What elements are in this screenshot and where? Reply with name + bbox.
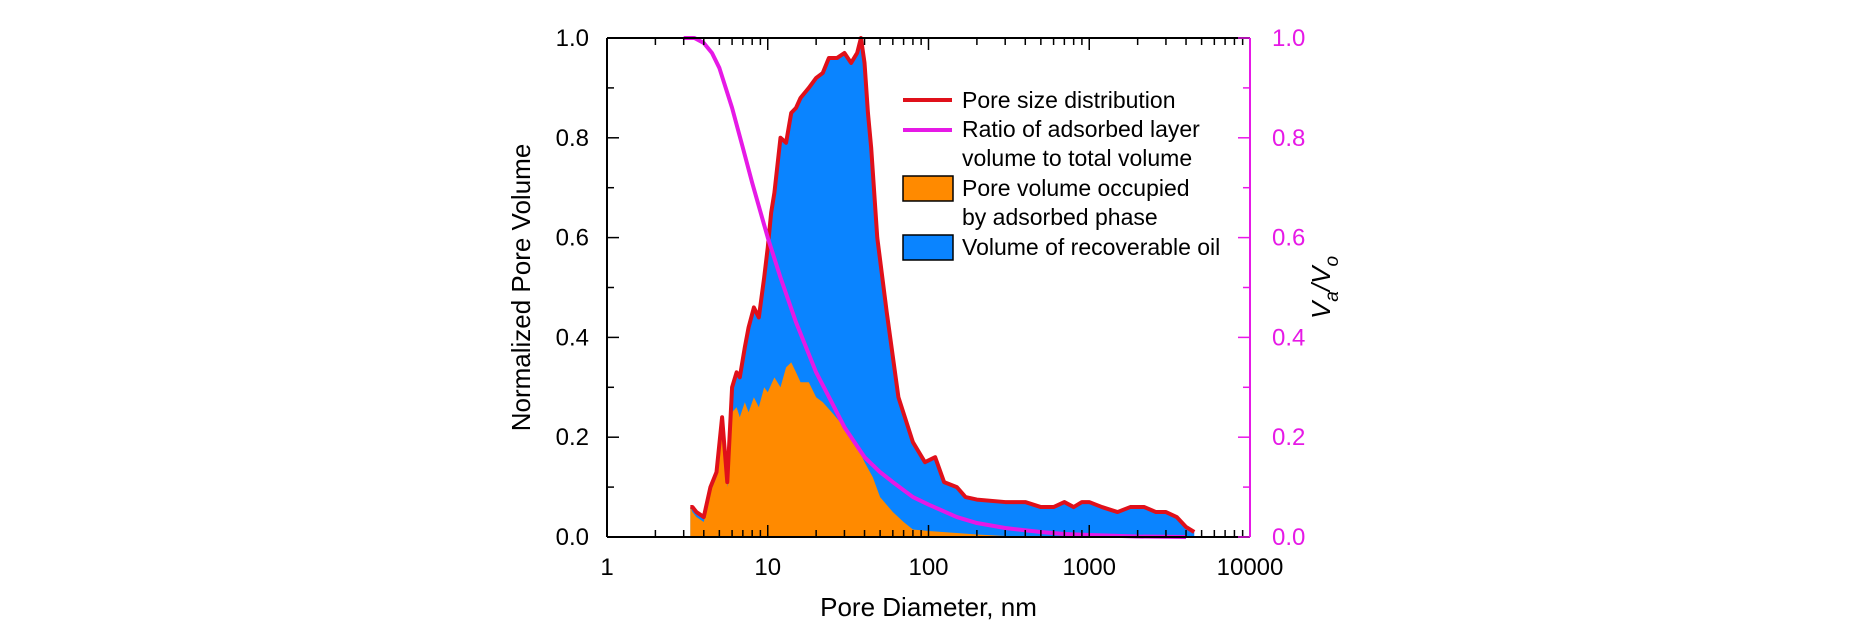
x-tick-label: 10 [754, 554, 781, 581]
y-tick-label: 0.6 [556, 225, 589, 252]
x-tick-label: 1000 [1063, 554, 1116, 581]
pore-size-distribution-line [690, 36, 1196, 534]
y2-tick-label: 0.4 [1272, 324, 1305, 351]
adsorbed-ratio-line [683, 36, 1187, 539]
y2-axis-title-part: V [1306, 299, 1336, 319]
y2-tick-label: 0.8 [1272, 125, 1305, 152]
y2-axis-title-part: a [1322, 291, 1343, 302]
y2-tick-label: 0.6 [1272, 225, 1305, 252]
x-tick-label: 100 [908, 554, 948, 581]
adsorbed-phase-area [690, 362, 1195, 537]
legend-ratio-label-1: Ratio of adsorbed layer [962, 116, 1200, 142]
chart-axes: 1 10 100 1000 10000 0.0 0.0 0.2 0.2 0.4 0.4 0.6 0.6 0… [506, 25, 1343, 622]
chart-areas [690, 38, 1195, 537]
legend-adsorbed-label-2: by adsorbed phase [962, 204, 1158, 230]
y2-tick-label: 0.2 [1272, 424, 1305, 451]
legend-recoverable-swatch [902, 234, 954, 261]
y2-axis-title: Va/Vo [1306, 256, 1343, 319]
x-tick-label: 10000 [1217, 554, 1284, 581]
legend-ratio-label-2: volume to total volume [962, 145, 1192, 171]
legend-recoverable-label: Volume of recoverable oil [962, 234, 1220, 260]
legend-adsorbed-swatch [902, 175, 954, 202]
legend-adsorbed-label-1: Pore volume occupied [962, 175, 1190, 201]
y-tick-label: 1.0 [556, 25, 589, 52]
y2-axis-title-part: /V [1306, 264, 1336, 293]
legend-psd-label: Pore size distribution [962, 87, 1176, 113]
y2-tick-label: 0.0 [1272, 524, 1305, 551]
y-tick-label: 0.0 [556, 524, 589, 551]
y2-tick-label: 1.0 [1272, 25, 1305, 52]
y-axis-title: Normalized Pore Volume [506, 144, 536, 432]
x-axis-title: Pore Diameter, nm [820, 592, 1037, 622]
y-tick-label: 0.4 [556, 324, 589, 351]
y-tick-label: 0.2 [556, 424, 589, 451]
chart-lines [683, 36, 1196, 539]
x-tick-label: 1 [600, 554, 613, 581]
y-tick-label: 0.8 [556, 125, 589, 152]
y2-axis-title-part: o [1322, 256, 1343, 267]
legend: Pore size distribution Ratio of adsorbed … [902, 87, 1220, 261]
